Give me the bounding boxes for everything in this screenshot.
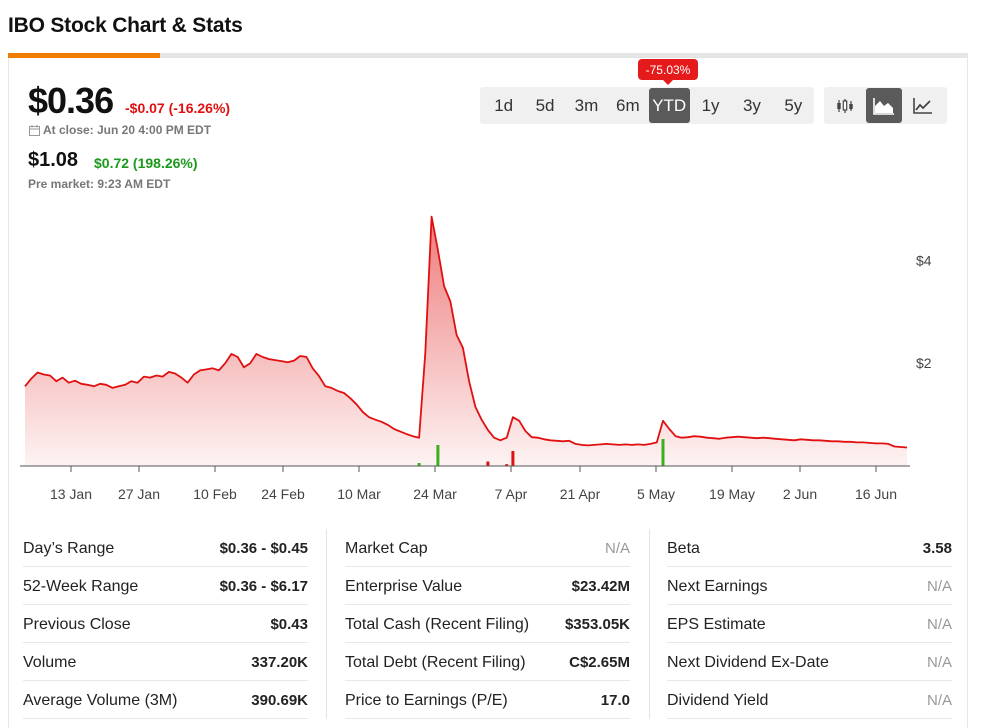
stat-row: Enterprise Value $23.42M <box>345 567 630 605</box>
stat-value: N/A <box>926 654 952 671</box>
candlestick-icon <box>837 98 853 113</box>
range-button-5d[interactable]: 5d <box>535 95 555 115</box>
stat-value: $353.05K <box>564 616 630 633</box>
premarket-price: $1.08 <box>28 149 79 171</box>
range-button-5y[interactable]: 5y <box>784 95 803 115</box>
x-tick-label: 24 Mar <box>413 486 457 502</box>
stat-value: 337.20K <box>251 654 308 671</box>
stat-row: Next Dividend Ex-Date N/A <box>667 643 952 681</box>
x-tick-label: 5 May <box>637 486 675 502</box>
stat-value: 3.58 <box>922 540 952 557</box>
x-tick-label: 10 Feb <box>193 486 237 502</box>
volume-bar <box>436 445 440 466</box>
chart-type-area-button[interactable] <box>866 88 902 123</box>
stat-value: N/A <box>926 692 952 709</box>
stat-row: Average Volume (3M) 390.69K <box>23 681 308 719</box>
range-button-ytd[interactable]: YTD <box>648 88 690 123</box>
stats-column-divider <box>326 529 327 719</box>
stat-row: Volume 337.20K <box>23 643 308 681</box>
volume-bar <box>417 463 421 466</box>
stat-row: Total Debt (Recent Filing) C$2.65M <box>345 643 630 681</box>
price-area-fill <box>25 216 907 466</box>
close-time: At close: Jun 20 4:00 PM EDT <box>29 123 211 137</box>
x-tick-label: 19 May <box>709 486 755 502</box>
stat-row: Market Cap N/A <box>345 529 630 567</box>
x-tick-label: 27 Jan <box>118 486 160 502</box>
close-time-label: At close: Jun 20 4:00 PM EDT <box>43 123 212 137</box>
stat-label: Average Volume (3M) <box>23 692 178 709</box>
stat-label: Beta <box>667 540 700 557</box>
stat-row: 52-Week Range $0.36 - $6.17 <box>23 567 308 605</box>
stat-value: N/A <box>926 578 952 595</box>
calendar-icon <box>29 124 40 136</box>
stat-value: 390.69K <box>251 692 308 709</box>
stat-row: Next Earnings N/A <box>667 567 952 605</box>
stat-label: Total Cash (Recent Filing) <box>345 616 530 633</box>
chart-type-line-button[interactable] <box>905 88 941 123</box>
stat-row: Day’s Range $0.36 - $0.45 <box>23 529 308 567</box>
stat-value: C$2.65M <box>569 654 630 671</box>
stat-value: $0.43 <box>270 616 308 633</box>
x-tick-label: 13 Jan <box>50 486 92 502</box>
stat-label: Previous Close <box>23 616 131 633</box>
stat-label: 52-Week Range <box>23 578 139 595</box>
stat-value: $0.36 - $6.17 <box>219 578 308 595</box>
x-tick-label: 7 Apr <box>495 486 528 502</box>
stat-row: Dividend Yield N/A <box>667 681 952 719</box>
time-range-selector: 1d 5d 3m 6m YTD 1y 3y 5y <box>480 87 814 124</box>
stat-label: Enterprise Value <box>345 578 463 595</box>
price-line <box>24 215 908 449</box>
stat-value: N/A <box>926 616 952 633</box>
stat-label: Dividend Yield <box>667 692 769 709</box>
range-button-3y[interactable]: 3y <box>742 95 761 115</box>
range-button-3m[interactable]: 3m <box>574 95 599 115</box>
volume-bar <box>486 461 490 466</box>
stat-label: Day’s Range <box>23 540 115 557</box>
volume-bar <box>511 451 515 466</box>
x-tick-label: 2 Jun <box>783 486 817 502</box>
volume-bar <box>661 439 665 466</box>
stat-label: Total Debt (Recent Filing) <box>345 654 526 671</box>
range-button-1d[interactable]: 1d <box>494 95 514 115</box>
range-button-1y[interactable]: 1y <box>701 95 720 115</box>
current-price: $0.36 <box>28 80 114 121</box>
stat-value: $23.42M <box>571 578 630 595</box>
stat-row: Previous Close $0.43 <box>23 605 308 643</box>
price-change: -$0.07 (-16.26%) <box>125 100 231 116</box>
x-tick-label: 16 Jun <box>855 486 897 502</box>
chart-type-selector <box>824 87 947 124</box>
x-tick-label: 10 Mar <box>337 486 381 502</box>
x-tick-label: 21 Apr <box>560 486 601 502</box>
stat-label: Volume <box>23 654 77 671</box>
stat-label: Price to Earnings (P/E) <box>345 692 508 709</box>
range-button-6m[interactable]: 6m <box>616 95 640 115</box>
y-tick-label: $2 <box>916 355 932 371</box>
volume-bar <box>505 464 509 466</box>
area-chart-icon <box>873 97 894 115</box>
line-chart-icon <box>913 97 932 114</box>
price-chart[interactable]: 13 Jan 27 Jan 10 Feb 24 Feb 10 Mar 24 Mar 7 Ap… <box>0 0 981 520</box>
chart-card <box>8 58 968 728</box>
stat-value: N/A <box>604 540 630 557</box>
y-tick-label: $4 <box>916 252 932 268</box>
stat-label: Next Earnings <box>667 578 768 595</box>
stat-value: 17.0 <box>600 692 630 709</box>
x-tick-label: 24 Feb <box>261 486 305 502</box>
stats-column-divider <box>649 529 650 719</box>
stat-label: Market Cap <box>345 540 428 557</box>
stat-label: EPS Estimate <box>667 616 766 633</box>
range-performance-badge: -75.03% <box>638 59 698 85</box>
section-divider <box>160 53 968 58</box>
stat-row: EPS Estimate N/A <box>667 605 952 643</box>
page-title: IBO Stock Chart & Stats <box>8 14 243 37</box>
stat-label: Next Dividend Ex-Date <box>667 654 829 671</box>
section-accent-bar <box>8 53 160 58</box>
stat-row: Total Cash (Recent Filing) $353.05K <box>345 605 630 643</box>
stat-row: Beta 3.58 <box>667 529 952 567</box>
premarket-change: $0.72 (198.26%) <box>94 155 198 171</box>
chart-type-candlestick-button[interactable] <box>827 88 863 123</box>
premarket-time: Pre market: 9:23 AM EDT <box>28 177 171 191</box>
stat-value: $0.36 - $0.45 <box>219 540 308 557</box>
stat-row: Price to Earnings (P/E) 17.0 <box>345 681 630 719</box>
